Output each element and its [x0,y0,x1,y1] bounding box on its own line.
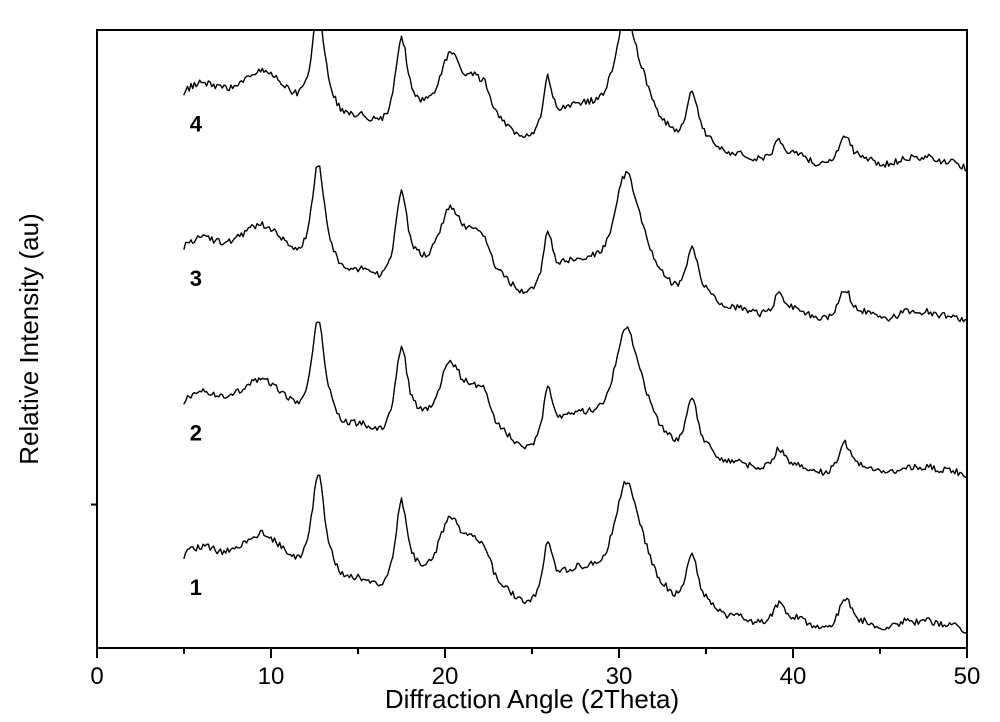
trace-label-1: 1 [190,575,202,600]
x-tick-label: 0 [90,663,103,690]
trace-label-4: 4 [190,112,203,137]
x-tick-label: 40 [780,663,807,690]
y-axis-label: Relative Intensity (au) [14,213,44,464]
x-tick-label: 10 [258,663,285,690]
chart-bg [0,0,1000,722]
trace-label-2: 2 [190,421,202,446]
x-axis-label: Diffraction Angle (2Theta) [385,684,679,714]
trace-label-3: 3 [190,266,202,291]
x-tick-label: 50 [954,663,981,690]
xrd-chart: 01020304050Diffraction Angle (2Theta)Rel… [0,0,1000,722]
